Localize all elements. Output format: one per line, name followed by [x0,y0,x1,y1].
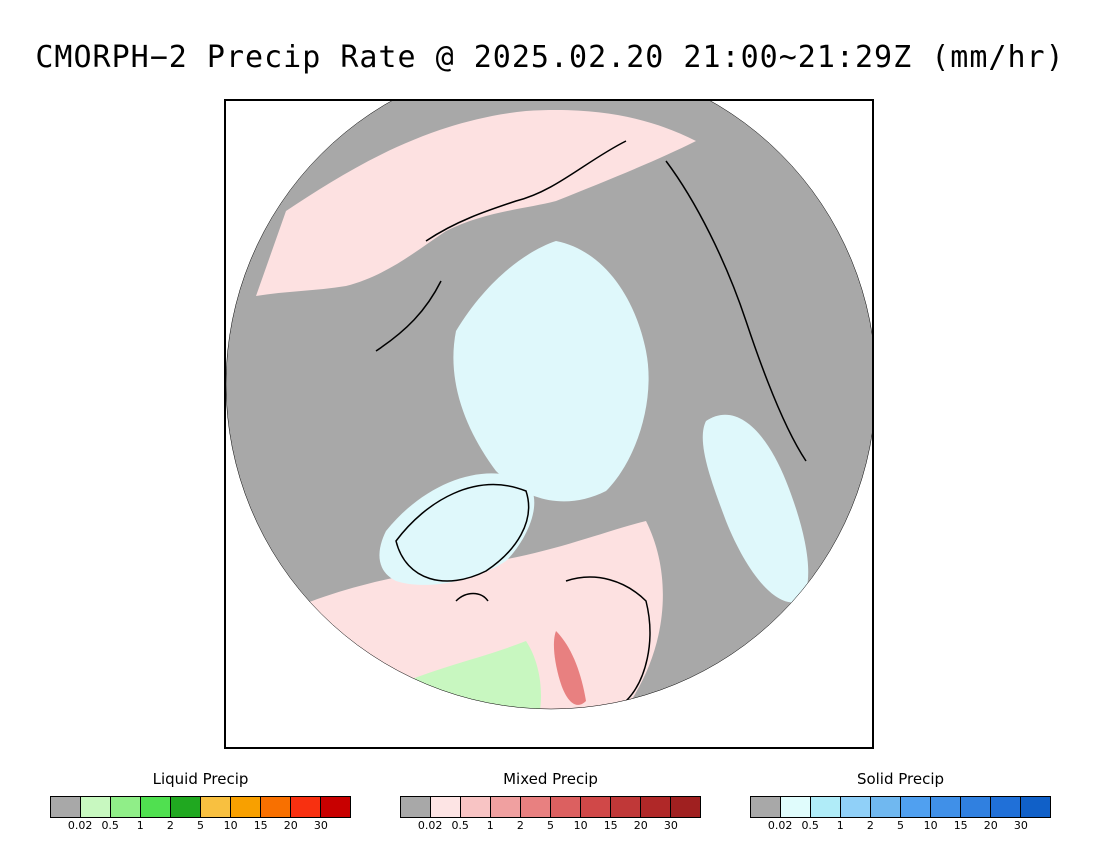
legend-swatch [931,797,961,817]
legend-swatch [261,797,291,817]
legend-title: Solid Precip [856,770,945,788]
legend-swatch [461,797,491,817]
solid-precip-region [702,414,809,603]
legend-tick-label: 30 [663,819,678,832]
legend-title: Mixed Precip [503,770,598,788]
legend-swatch [961,797,991,817]
legend-ticks: 0.02 0.5 1 2 5 10 15 20 30 [400,818,701,832]
legend-tick-label: 30 [313,819,328,832]
legend-tick-label: 1 [836,819,844,832]
polar-map-svg [226,101,872,710]
legend-tick-label: 0.02 [67,819,93,832]
legend-tick-label: 1 [136,819,144,832]
legend-swatch [611,797,641,817]
legend-tick-label: 2 [516,819,524,832]
legend-tick-label: 10 [223,819,238,832]
legend-tick-label: 0.5 [101,819,119,832]
legend-tick-label: 0.5 [801,819,819,832]
legend-tick-label: 5 [897,819,904,832]
legend-swatch [321,797,350,817]
legend-title: Liquid Precip [152,770,249,788]
mixed-precip-region [256,110,696,296]
map-edge [226,101,872,710]
polar-map [224,99,874,749]
legend-tick-label: 15 [953,819,968,832]
legend-tick-label: 2 [166,819,174,832]
legend-liquid: Liquid Precip 0.02 0.5 1 2 5 10 15 20 30 [50,770,351,832]
legend-tick-label: 1 [486,819,494,832]
legend-mixed: Mixed Precip 0.02 0.5 1 2 5 10 15 20 30 [400,770,701,832]
legend-swatches [750,796,1051,818]
legend-swatch [521,797,551,817]
legend-swatch [671,797,700,817]
legend-swatch [171,797,201,817]
legend-tick-label: 20 [983,819,998,832]
legend-swatch [201,797,231,817]
legend-swatch [991,797,1021,817]
legend-tick-label: 0.02 [767,819,793,832]
legend-swatch [291,797,321,817]
legend-swatch [431,797,461,817]
legend-swatch [841,797,871,817]
chart-title: CMORPH−2 Precip Rate @ 2025.02.20 21:00~… [35,40,1065,75]
legend-swatch [781,797,811,817]
legend-solid: Solid Precip 0.02 0.5 1 2 5 10 15 20 30 [750,770,1051,832]
legend-tick-label: 15 [603,819,618,832]
solid-precip-region [453,241,649,502]
legend-swatches [50,796,351,818]
legend-swatch [581,797,611,817]
legend-tick-label: 10 [923,819,938,832]
legend-swatch [871,797,901,817]
legend-swatch [551,797,581,817]
legend-swatch [751,797,781,817]
legend-swatch [111,797,141,817]
legend-swatch [811,797,841,817]
legend-tick-label: 15 [253,819,268,832]
legend-swatches [400,796,701,818]
legend-ticks: 0.02 0.5 1 2 5 10 15 20 30 [750,818,1051,832]
legend-swatch [401,797,431,817]
legend-swatch [51,797,81,817]
legend-tick-label: 5 [547,819,554,832]
legend-swatch [491,797,521,817]
legend-swatch [231,797,261,817]
legend-tick-label: 30 [1013,819,1028,832]
precip-field [226,101,872,709]
legend-tick-label: 10 [573,819,588,832]
legend-tick-label: 0.5 [451,819,469,832]
legend-tick-label: 20 [633,819,648,832]
coastlines [375,140,807,702]
mixed-precip-heavy [553,631,586,705]
legend-tick-label: 5 [197,819,204,832]
legend-swatch [901,797,931,817]
legend-ticks: 0.02 0.5 1 2 5 10 15 20 30 [50,818,351,832]
legend-tick-label: 2 [866,819,874,832]
legend-swatch [141,797,171,817]
solid-precip-region [379,473,535,585]
legend-tick-label: 20 [283,819,298,832]
legend-swatch [1021,797,1050,817]
legend-swatch [641,797,671,817]
legend-tick-label: 0.02 [417,819,443,832]
legend-swatch [81,797,111,817]
